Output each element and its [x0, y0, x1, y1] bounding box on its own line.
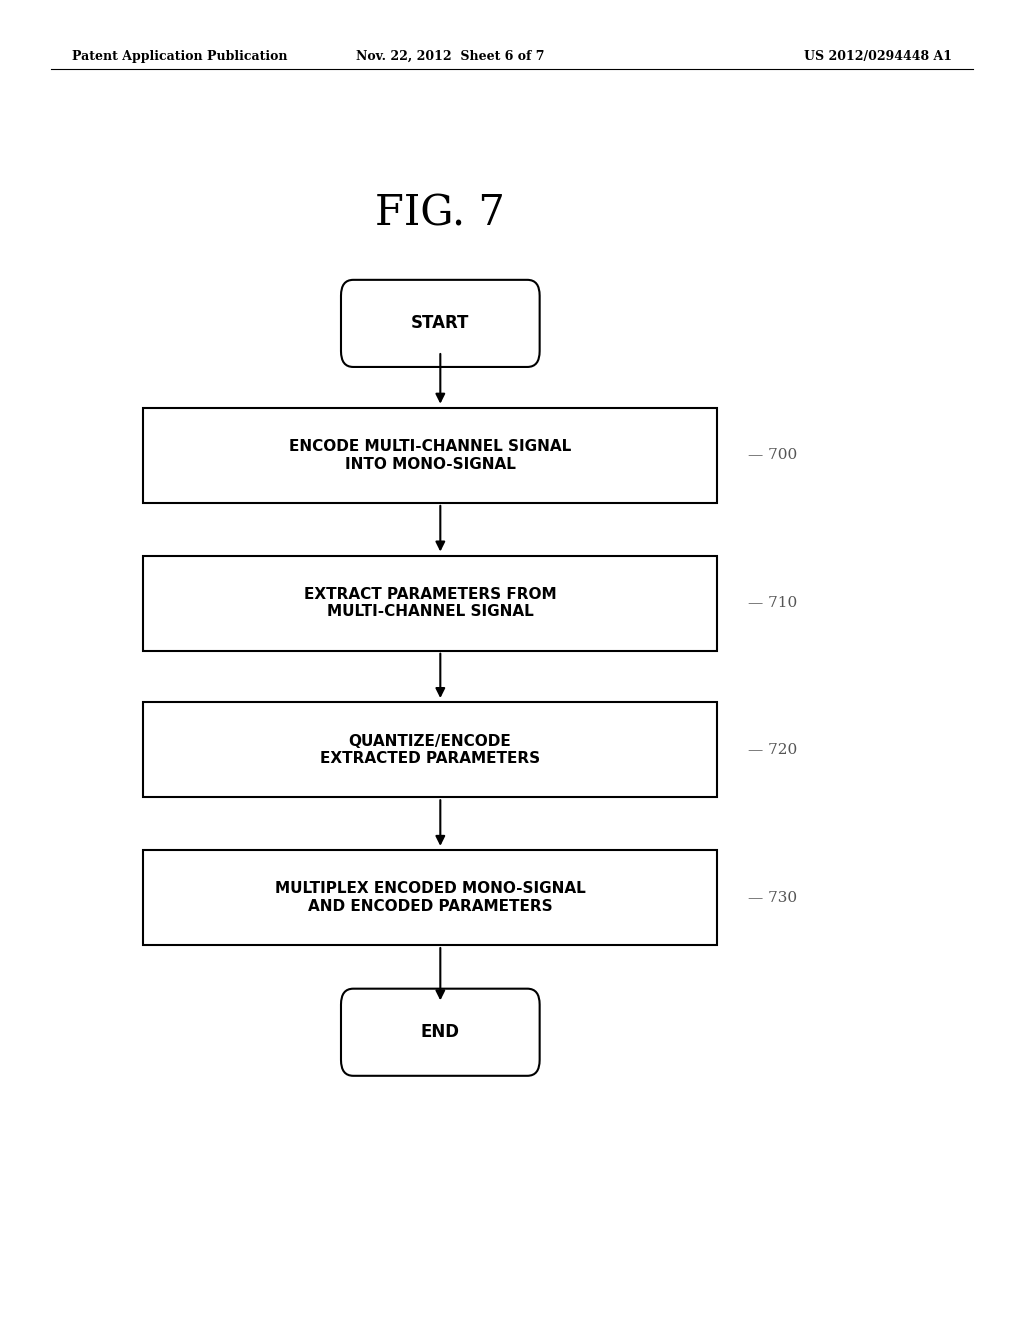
Text: MULTIPLEX ENCODED MONO-SIGNAL
AND ENCODED PARAMETERS: MULTIPLEX ENCODED MONO-SIGNAL AND ENCODE…	[274, 882, 586, 913]
Text: Nov. 22, 2012  Sheet 6 of 7: Nov. 22, 2012 Sheet 6 of 7	[356, 50, 545, 63]
Bar	[143, 702, 717, 797]
Text: EXTRACT PARAMETERS FROM
MULTI-CHANNEL SIGNAL: EXTRACT PARAMETERS FROM MULTI-CHANNEL SI…	[304, 587, 556, 619]
Text: — 730: — 730	[748, 891, 797, 904]
Bar	[143, 850, 717, 945]
Bar	[143, 408, 717, 503]
Text: QUANTIZE/ENCODE
EXTRACTED PARAMETERS: QUANTIZE/ENCODE EXTRACTED PARAMETERS	[321, 734, 540, 766]
Text: US 2012/0294448 A1: US 2012/0294448 A1	[804, 50, 952, 63]
Bar	[143, 556, 717, 651]
Text: FIG. 7: FIG. 7	[376, 193, 505, 235]
Text: — 710: — 710	[748, 597, 797, 610]
Text: — 700: — 700	[748, 449, 797, 462]
FancyBboxPatch shape	[341, 280, 540, 367]
Text: Patent Application Publication: Patent Application Publication	[72, 50, 287, 63]
Text: START: START	[411, 314, 470, 333]
Text: ENCODE MULTI-CHANNEL SIGNAL
INTO MONO-SIGNAL: ENCODE MULTI-CHANNEL SIGNAL INTO MONO-SI…	[289, 440, 571, 471]
Text: END: END	[421, 1023, 460, 1041]
Text: — 720: — 720	[748, 743, 797, 756]
FancyBboxPatch shape	[341, 989, 540, 1076]
